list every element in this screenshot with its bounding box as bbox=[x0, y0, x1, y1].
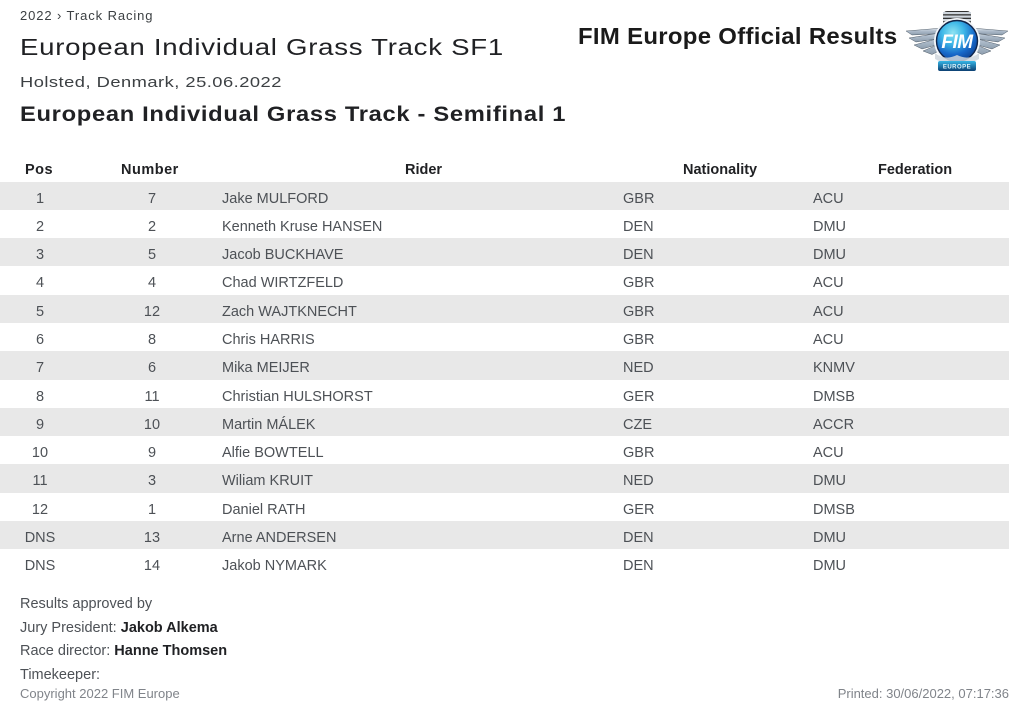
svg-text:FIM: FIM bbox=[941, 32, 974, 53]
svg-text:EUROPE: EUROPE bbox=[943, 65, 971, 71]
